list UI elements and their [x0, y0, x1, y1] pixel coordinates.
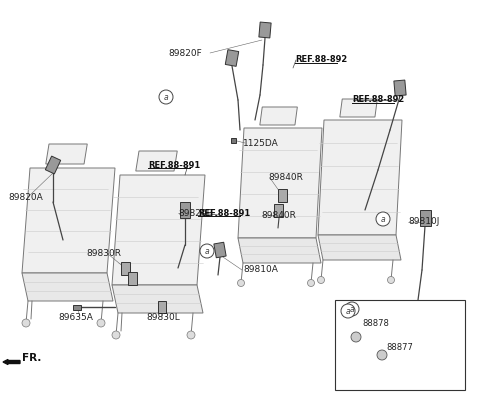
Text: 89810J: 89810J	[408, 218, 439, 226]
Text: 89820A: 89820A	[8, 192, 43, 201]
Bar	[420, 210, 431, 226]
Circle shape	[317, 276, 324, 284]
Polygon shape	[22, 273, 113, 301]
Bar	[274, 203, 283, 216]
Text: 89840R: 89840R	[261, 211, 296, 220]
Text: 1125DA: 1125DA	[243, 139, 279, 147]
Circle shape	[112, 331, 120, 339]
Text: 89810A: 89810A	[243, 265, 278, 275]
Text: 89830L: 89830L	[146, 312, 180, 322]
Circle shape	[351, 332, 361, 342]
Bar	[225, 50, 239, 66]
Polygon shape	[112, 175, 205, 285]
Bar	[128, 271, 136, 284]
Polygon shape	[238, 238, 321, 263]
Bar	[180, 202, 190, 218]
Bar	[335, 300, 465, 390]
Text: 89840R: 89840R	[268, 173, 303, 182]
Bar	[230, 137, 236, 143]
Bar	[45, 156, 60, 174]
Text: a: a	[346, 307, 350, 316]
Polygon shape	[22, 168, 115, 273]
Circle shape	[238, 280, 244, 286]
Polygon shape	[260, 107, 297, 125]
Circle shape	[159, 90, 173, 104]
Text: 89820B: 89820B	[178, 209, 213, 218]
Text: 89635A: 89635A	[58, 312, 93, 322]
Bar	[259, 22, 271, 38]
Circle shape	[377, 350, 387, 360]
Polygon shape	[136, 151, 177, 171]
Polygon shape	[238, 128, 322, 238]
Text: 88877: 88877	[386, 344, 413, 352]
Text: 89830R: 89830R	[86, 250, 121, 258]
Polygon shape	[112, 285, 203, 313]
Bar	[73, 305, 81, 310]
Circle shape	[387, 276, 395, 284]
Text: a: a	[350, 305, 354, 314]
Circle shape	[345, 302, 359, 316]
Text: 89820F: 89820F	[168, 49, 202, 58]
Circle shape	[341, 304, 355, 318]
Bar	[394, 80, 406, 96]
Circle shape	[97, 319, 105, 327]
Text: 88878: 88878	[362, 318, 389, 327]
Text: REF.88-891: REF.88-891	[148, 160, 200, 169]
Text: a: a	[164, 92, 168, 102]
Circle shape	[187, 331, 195, 339]
Bar	[277, 188, 287, 201]
Polygon shape	[318, 120, 402, 235]
FancyArrow shape	[3, 359, 20, 365]
Text: REF.88-892: REF.88-892	[295, 56, 347, 64]
Bar	[120, 261, 130, 275]
Circle shape	[376, 212, 390, 226]
Text: REF.88-892: REF.88-892	[352, 96, 404, 105]
Circle shape	[308, 280, 314, 286]
Text: a: a	[381, 214, 385, 224]
Polygon shape	[46, 144, 87, 164]
Text: REF.88-891: REF.88-891	[198, 209, 250, 218]
Circle shape	[22, 319, 30, 327]
Text: FR.: FR.	[22, 353, 41, 363]
Bar	[214, 242, 226, 258]
Polygon shape	[318, 235, 401, 260]
Bar	[158, 301, 166, 313]
Circle shape	[200, 244, 214, 258]
Polygon shape	[340, 99, 377, 117]
Text: a: a	[204, 246, 209, 256]
